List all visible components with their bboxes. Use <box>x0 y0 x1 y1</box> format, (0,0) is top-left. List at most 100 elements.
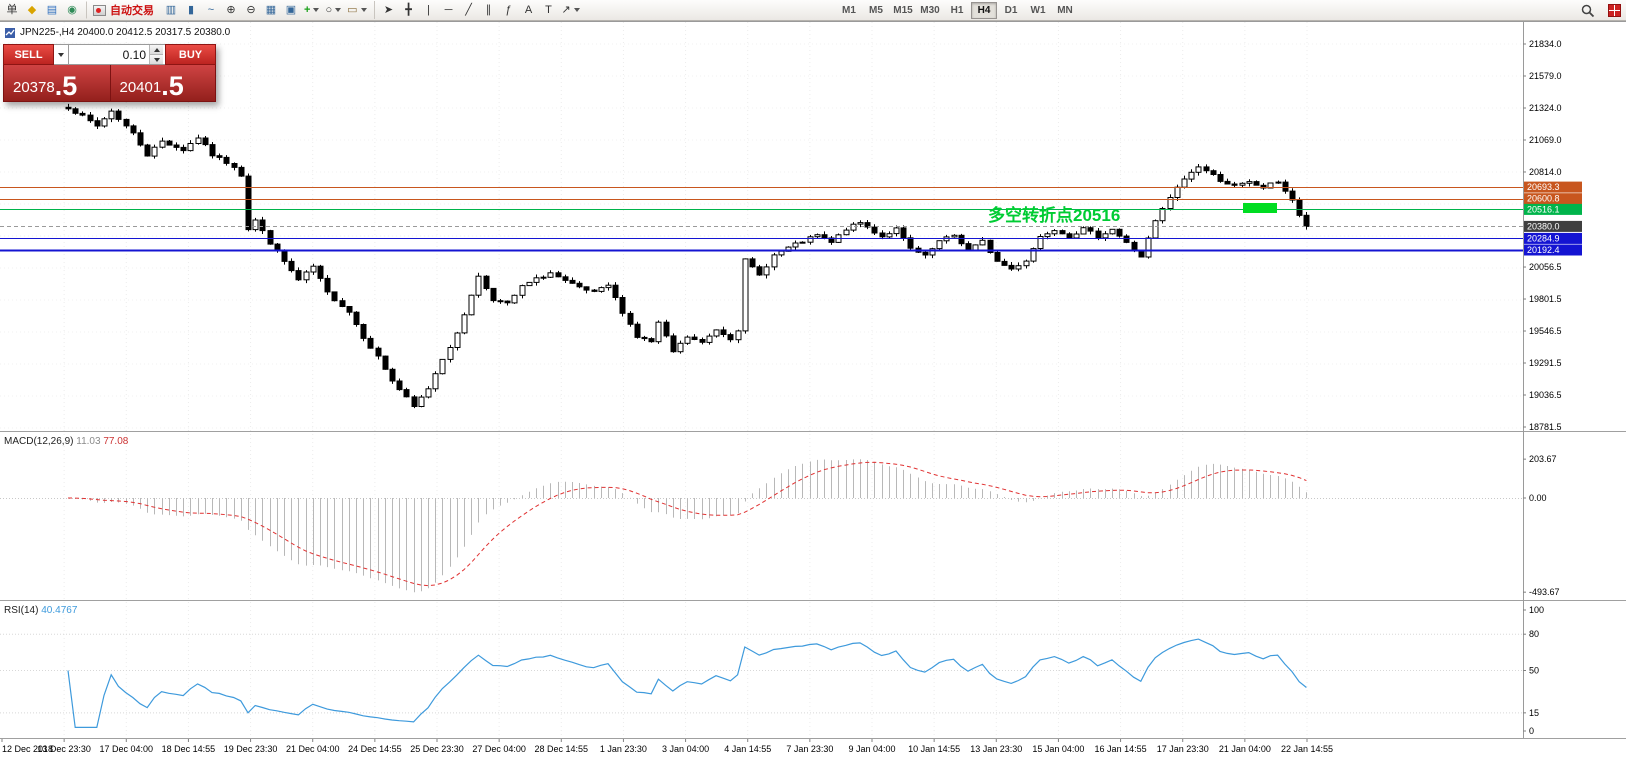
time-axis-label: 12 Dec 2018 <box>2 744 53 754</box>
volume-dropdown-button[interactable] <box>54 44 69 65</box>
timeframe-m30[interactable]: M30 <box>920 5 940 16</box>
sell-price-button[interactable]: 20378 .5 <box>3 65 110 102</box>
periods-icon[interactable]: ○ <box>322 1 344 19</box>
buy-button[interactable]: BUY <box>165 44 216 65</box>
price-level-chip: 20516.1 <box>1524 203 1582 215</box>
price-level-chip: 20284.9 <box>1524 232 1582 244</box>
timeframe-h1[interactable]: H1 <box>950 5 964 16</box>
trade-panel-prices: 20378 .5 20401 .5 <box>3 65 216 102</box>
fibonacci-icon[interactable]: ƒ <box>505 3 512 16</box>
price-axis-label: 20056.5 <box>1529 262 1562 272</box>
cursor-icon[interactable]: ➤ <box>383 3 394 16</box>
price-axis[interactable]: 21834.0 21579.0 21324.0 21069.0 20814.0 20056… <box>1523 39 1582 736</box>
time-axis-label: 10 Jan 14:55 <box>908 744 960 754</box>
svg-text:20192.4: 20192.4 <box>1527 245 1560 255</box>
svg-text:20600.8: 20600.8 <box>1527 194 1560 204</box>
chevron-down-icon <box>573 8 580 12</box>
time-axis-label: 7 Jan 23:30 <box>786 744 833 754</box>
market-watch-icon[interactable]: ▤ <box>46 3 58 16</box>
volume-input[interactable] <box>69 45 149 64</box>
indicators-icon[interactable]: + <box>301 1 322 19</box>
svg-text:20284.9: 20284.9 <box>1527 233 1560 243</box>
trendline-icon[interactable]: ╱ <box>465 3 472 16</box>
chevron-down-icon <box>58 52 64 57</box>
rsi-header: RSI(14) 40.4767 <box>4 605 78 616</box>
timeframe-h4[interactable]: H4 <box>971 2 997 19</box>
volume-up-button[interactable] <box>150 45 163 55</box>
time-axis-label: 27 Dec 04:00 <box>472 744 526 754</box>
charts-grid-icon[interactable]: ◆ <box>27 3 37 16</box>
autotrading-button[interactable]: 自动交易 <box>86 1 161 19</box>
label-icon[interactable]: T <box>545 3 552 16</box>
time-axis-label: 19 Dec 23:30 <box>224 744 278 754</box>
highlight-rectangle[interactable] <box>1243 203 1277 213</box>
price-level-chip: 20693.3 <box>1524 181 1582 193</box>
candlestick-chart-icon[interactable]: ▮ <box>187 3 195 16</box>
timeframe-m15[interactable]: M15 <box>893 5 913 16</box>
tile-windows-icon[interactable]: ▦ <box>265 3 277 16</box>
bar-chart-icon[interactable]: ▥ <box>165 3 177 16</box>
sell-price-main: 20378 <box>13 79 55 96</box>
toolbar-group-drawing-tools: ➤ ╋ | ─ ╱ ∥ ƒ A T ↗ <box>373 1 583 19</box>
price-axis-label: 19546.5 <box>1529 326 1562 336</box>
time-axis-label: 25 Dec 23:30 <box>410 744 464 754</box>
buy-price-main: 20401 <box>119 79 162 96</box>
time-axis-label: 1 Jan 23:30 <box>600 744 647 754</box>
templates-icon[interactable]: ▭ <box>344 1 369 19</box>
time-axis-label: 17 Dec 04:00 <box>100 744 154 754</box>
rsi-axis-label: 15 <box>1529 708 1539 718</box>
sell-button[interactable]: SELL <box>3 44 54 65</box>
rsi-axis-label: 80 <box>1529 629 1539 639</box>
timeframe-m1[interactable]: M1 <box>842 5 856 16</box>
timeframe-switcher: M1 M5 M15 M30 H1 H4 D1 W1 MN <box>836 2 1079 19</box>
time-axis-label: 22 Jan 14:55 <box>1281 744 1333 754</box>
search-icon[interactable] <box>1579 2 1597 19</box>
price-axis-label: 18781.5 <box>1529 422 1562 432</box>
chart-background <box>0 21 1626 769</box>
horizontal-line-icon[interactable]: ─ <box>444 3 453 16</box>
line-chart-icon[interactable]: ~ <box>207 3 215 16</box>
channel-icon[interactable]: ∥ <box>485 3 492 16</box>
sell-price-big-digit: .5 <box>54 71 78 102</box>
timeframe-m5[interactable]: M5 <box>869 5 883 16</box>
timeframe-w1[interactable]: W1 <box>1030 5 1046 16</box>
navigator-icon[interactable]: ◉ <box>67 3 77 16</box>
timeframe-mn[interactable]: MN <box>1057 5 1073 16</box>
rsi-axis-label: 50 <box>1529 666 1539 676</box>
macd-signal-line <box>67 461 1307 587</box>
crosshair-icon[interactable]: ╋ <box>405 3 412 16</box>
price-axis-label: 19036.5 <box>1529 390 1562 400</box>
buy-price-button[interactable]: 20401 .5 <box>109 65 216 102</box>
one-click-trading-panel: SELL BUY 20378 .5 20401 .5 <box>3 44 216 102</box>
buy-price-big-digit: .5 <box>161 71 184 102</box>
zoom-in-icon[interactable]: ⊕ <box>226 3 236 16</box>
macd-axis-label: 203.67 <box>1529 454 1557 464</box>
svg-text:20516.1: 20516.1 <box>1527 204 1560 214</box>
text-icon[interactable]: A <box>524 3 533 16</box>
new-order-icon[interactable]: 单 <box>6 3 18 16</box>
zoom-out-icon[interactable]: ⊖ <box>246 3 256 16</box>
price-axis-label: 21324.0 <box>1529 103 1562 113</box>
cascade-windows-icon[interactable]: ▣ <box>285 3 297 16</box>
layout-red-icon-glyph <box>1607 4 1621 17</box>
volume-down-button[interactable] <box>150 55 163 64</box>
vertical-line-icon[interactable]: | <box>427 3 430 16</box>
arrows-icon[interactable]: ↗ <box>559 1 583 19</box>
toolbar-right-icons <box>1579 2 1623 19</box>
macd-axis-label: -493.67 <box>1529 587 1560 597</box>
price-axis-label: 21069.0 <box>1529 135 1562 145</box>
rsi-line <box>67 638 1307 728</box>
price-axis-label: 21579.0 <box>1529 71 1562 81</box>
volume-stepper <box>149 45 163 64</box>
chart-window-icon <box>5 27 15 38</box>
price-axis-label: 19291.5 <box>1529 358 1562 368</box>
time-axis-label: 18 Dec 14:55 <box>162 744 216 754</box>
timeframe-d1[interactable]: D1 <box>1004 5 1018 16</box>
chart-annotation-text[interactable]: 多空转折点20516 <box>988 205 1120 225</box>
rsi-axis-label: 100 <box>1529 605 1544 615</box>
macd-header: MACD(12,26,9) 11.03 77.08 <box>4 436 129 447</box>
macd-axis-label: 0.00 <box>1529 493 1547 503</box>
layout-red-icon[interactable] <box>1605 2 1623 19</box>
